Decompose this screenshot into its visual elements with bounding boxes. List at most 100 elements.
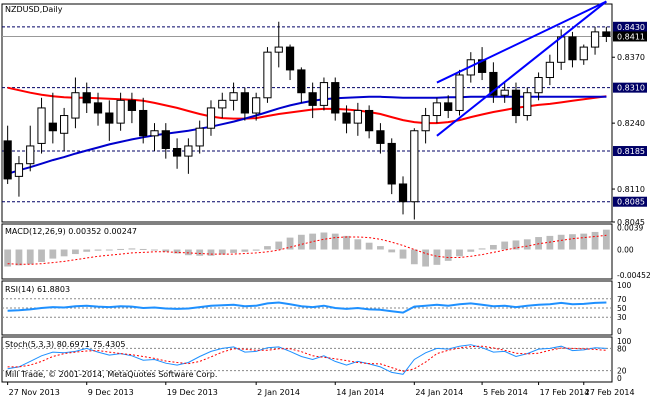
macd-bar-48 [546, 235, 554, 250]
candle-body-13 [150, 130, 159, 137]
macd-bar-38 [433, 249, 441, 265]
level-tag-bg-1 [613, 31, 647, 42]
macd-bar-12 [139, 248, 147, 250]
macd-bar-17 [196, 249, 204, 256]
macd-bar-22 [252, 249, 260, 251]
time-tick-label-2: 19 Dec 2013 [167, 388, 218, 397]
price-tick-label-3: 0.8045 [617, 218, 645, 227]
level-tag-label-4: 0.8085 [617, 198, 645, 207]
macd-bar-39 [444, 249, 452, 261]
candle-body-0 [3, 140, 12, 180]
candle-body-17 [195, 127, 204, 147]
macd-bar-51 [580, 233, 588, 250]
candle-body-24 [274, 46, 283, 53]
panel-frame-1 [1, 223, 613, 280]
candle-body-32 [365, 109, 374, 132]
candle-body-48 [545, 61, 554, 79]
macd-bar-11 [128, 248, 136, 250]
copyright-text: Mill Trade, © 2001-2014, MetaQuotes Soft… [5, 370, 217, 379]
candle-body-21 [240, 92, 249, 114]
candle-body-30 [342, 112, 351, 124]
macd-bar-10 [117, 248, 124, 250]
panel-frame-3 [1, 336, 613, 383]
candle-body-28 [319, 82, 329, 106]
level-tag-label-3: 0.8185 [617, 147, 645, 156]
macd-bar-18 [207, 249, 215, 256]
macd-bar-6 [72, 249, 79, 255]
macd-tick-label-0: 0.0039 [617, 223, 643, 232]
candle-body-31 [353, 109, 362, 124]
level-tag-bg-0 [613, 21, 647, 32]
channel-lower [436, 0, 607, 137]
price-tick-label-2: 0.8110 [617, 185, 645, 194]
macd-bar-16 [185, 249, 192, 256]
candle-body-6 [71, 92, 80, 119]
macd-bar-30 [343, 235, 350, 250]
macd-bar-42 [478, 248, 486, 250]
macd-bar-52 [591, 231, 599, 250]
candle-body-2 [26, 145, 35, 165]
panel-frame-0 [1, 3, 613, 223]
rsi-tick-label-2: 50 [617, 304, 627, 313]
macd-bar-8 [94, 249, 102, 251]
chart-title: NZDUSD,Daily [5, 5, 63, 14]
level-tag-bg-4 [613, 196, 647, 207]
rsi-tick-label-1: 70 [617, 295, 627, 304]
stoch-signal-line [7, 345, 607, 372]
level-tag-bg-2 [613, 82, 647, 93]
candle-body-20 [229, 92, 238, 101]
ma-line-1 [7, 95, 607, 175]
macd-tick-label-2: -0.00452 [617, 271, 650, 280]
macd-bar-46 [523, 239, 531, 250]
macd-bar-26 [297, 234, 305, 250]
macd-bar-45 [512, 240, 520, 250]
candle-body-51 [579, 46, 588, 61]
macd-bar-53 [602, 229, 610, 250]
candle-body-35 [398, 183, 408, 203]
candle-body-40 [455, 74, 464, 111]
macd-bar-44 [501, 241, 509, 250]
candle-body-36 [410, 130, 419, 203]
candle-body-45 [511, 89, 521, 117]
candle-body-29 [331, 82, 340, 114]
level-tag-bg-3 [613, 146, 647, 157]
stoch-tick-label-0: 100 [617, 337, 632, 346]
candle-body-19 [218, 99, 227, 109]
stoch-main-line [7, 344, 607, 375]
candle-body-1 [14, 163, 24, 177]
rsi-line [7, 301, 607, 314]
time-tick-label-8: 27 Feb 2014 [585, 388, 635, 397]
macd-bar-47 [535, 237, 542, 250]
rsi-tick-label-4: 0 [617, 327, 622, 336]
ma-line-0 [7, 86, 607, 125]
price-tick-label-1: 0.8240 [617, 119, 645, 128]
candle-body-14 [161, 130, 170, 149]
rsi-label: RSI(14) 61.8803 [5, 285, 70, 294]
candle-body-5 [60, 115, 69, 134]
time-tick-label-1: 9 Dec 2013 [88, 388, 134, 397]
level-tag-label-1: 0.8411 [617, 32, 645, 41]
macd-bar-50 [569, 234, 576, 250]
time-tick-label-0: 27 Nov 2013 [9, 388, 60, 397]
macd-signal-line [7, 234, 607, 265]
candle-body-23 [263, 51, 272, 99]
candle-body-37 [421, 115, 430, 132]
macd-bar-7 [83, 249, 91, 252]
macd-bar-36 [410, 249, 418, 265]
candle-body-47 [534, 77, 543, 94]
macd-bar-33 [377, 246, 384, 250]
time-tick-label-5: 24 Jan 2014 [415, 388, 463, 397]
candle-body-3 [37, 107, 46, 144]
level-tag-label-0: 0.8430 [617, 23, 645, 32]
level-tag-label-2: 0.8310 [617, 84, 645, 93]
candle-body-38 [432, 102, 442, 117]
candle-body-8 [93, 102, 103, 114]
macd-bar-27 [309, 233, 317, 250]
candle-body-9 [105, 112, 114, 124]
macd-bar-28 [320, 232, 328, 250]
candle-body-49 [557, 36, 566, 63]
macd-bar-14 [162, 249, 170, 252]
time-tick-label-3: 2 Jan 2014 [257, 388, 300, 397]
